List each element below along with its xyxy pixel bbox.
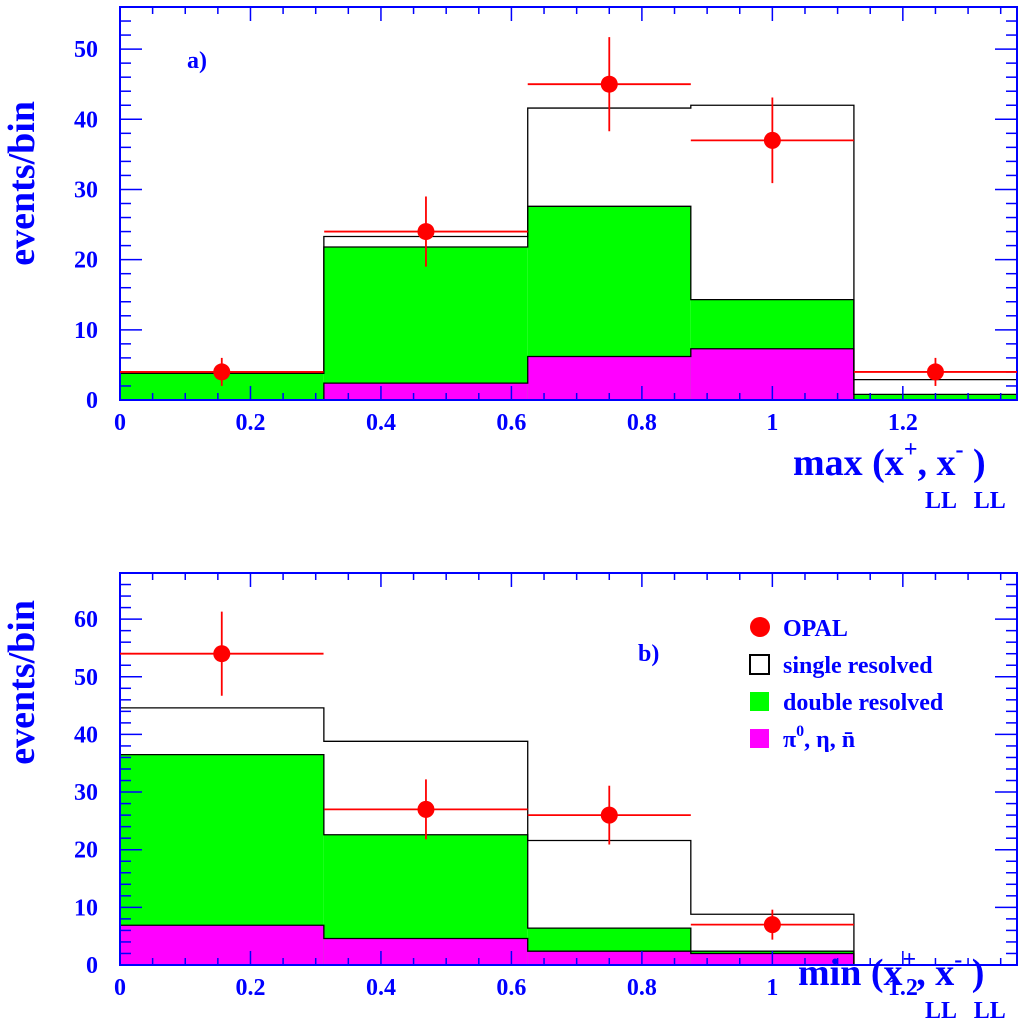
x-axis-label-sup2: -: [954, 947, 962, 973]
y-tick-label: 30: [74, 177, 98, 203]
y-tick-label: 60: [74, 607, 98, 633]
x-axis-label-close: ): [962, 952, 984, 994]
x-tick-label: 0.4: [366, 975, 396, 1001]
x-axis-label-main: min (x: [798, 952, 903, 994]
x-tick-label: 0.8: [627, 410, 657, 436]
x-tick-label: 0.8: [627, 975, 657, 1001]
legend-label: double resolved: [783, 690, 944, 716]
x-axis-label: min (x+, x- ): [798, 947, 984, 994]
legend-label-text: OPAL: [783, 616, 848, 642]
legend-label: single resolved: [783, 653, 933, 679]
y-tick-label: 50: [74, 665, 98, 691]
x-tick-label: 0.6: [496, 410, 526, 436]
legend-label: π0, η, n̄: [783, 723, 855, 753]
x-tick-label: 0: [114, 975, 126, 1001]
y-tick-label: 40: [74, 722, 98, 748]
x-axis-label-mid: , x: [916, 952, 954, 994]
x-axis-label-sup2: -: [956, 437, 964, 463]
y-tick-label: 0: [86, 953, 98, 979]
legend-label-text: single resolved: [783, 653, 933, 679]
panel-label: a): [187, 48, 207, 74]
x-tick-label: 0.6: [496, 975, 526, 1001]
legend-label-pi-sup: 0: [796, 723, 804, 740]
y-tick-label: 0: [86, 388, 98, 414]
panel-label: b): [638, 641, 659, 667]
y-tick-label: 50: [74, 37, 98, 63]
opal-point: [600, 806, 618, 824]
y-tick-label: 10: [74, 895, 98, 921]
pi-eta-n-bar: [120, 925, 324, 965]
opal-point: [213, 363, 231, 381]
double-resolved-bar: [323, 247, 528, 400]
opal-point: [213, 645, 231, 663]
legend-marker-filled: [750, 729, 769, 748]
x-tick-label: 1: [766, 410, 778, 436]
legend-marker-opal: [750, 617, 770, 637]
legend: OPAL single resolved double resolved π0, η,…: [749, 616, 944, 753]
legend-marker-single-resolved: [749, 654, 770, 675]
pi-eta-n-bar: [323, 938, 528, 965]
panel-b: 0 0.2 0.4 0.6 0.8 1 1.2 0 10 20 30 40 50 60 events/bin…: [1, 572, 1018, 1024]
legend-label-rest: , η, n̄: [804, 727, 855, 753]
x-axis-label-close: ): [964, 442, 986, 484]
x-axis-label-sup1: +: [903, 947, 917, 973]
x-axis-label-sub: LL LL: [925, 998, 1006, 1024]
legend-label-pi: π: [783, 727, 796, 753]
opal-point: [926, 363, 944, 381]
y-tick-label: 10: [74, 318, 98, 344]
x-axis-label-main: max (x: [793, 442, 904, 484]
x-tick-label: 1.2: [888, 975, 918, 1001]
legend-label-text: double resolved: [783, 690, 944, 716]
x-tick-label: 0.2: [235, 410, 265, 436]
x-tick-label: 0: [114, 410, 126, 436]
y-tick-label: 20: [74, 248, 98, 274]
opal-point: [763, 916, 781, 934]
legend-label: OPAL: [783, 616, 848, 642]
x-tick-label: 0.2: [235, 975, 265, 1001]
x-tick-label: 1.2: [888, 410, 918, 436]
x-axis-label-sup1: +: [904, 437, 918, 463]
pi-eta-n-bar: [527, 356, 691, 400]
panel-a: 0 0.2 0.4 0.6 0.8 1 1.2 0 10 20 30 40 50 events/bin ma…: [1, 6, 1018, 514]
x-tick-label: 0.4: [366, 410, 396, 436]
y-tick-label: 20: [74, 838, 98, 864]
x-axis-label-mid: , x: [918, 442, 956, 484]
legend-marker-filled: [750, 692, 769, 711]
opal-point: [600, 75, 618, 93]
y-tick-label: 30: [74, 780, 98, 806]
x-axis-label: max (x+, x- ): [793, 437, 986, 484]
x-axis-label-sub: LL LL: [925, 488, 1006, 514]
y-axis-label: events/bin: [1, 600, 43, 765]
opal-point: [763, 131, 781, 149]
x-tick-label: 1: [766, 975, 778, 1001]
y-tick-label: 40: [74, 107, 98, 133]
pi-eta-n-bar: [323, 383, 528, 400]
opal-point: [417, 223, 435, 241]
y-axis-label: events/bin: [1, 101, 43, 266]
opal-point: [417, 800, 435, 818]
